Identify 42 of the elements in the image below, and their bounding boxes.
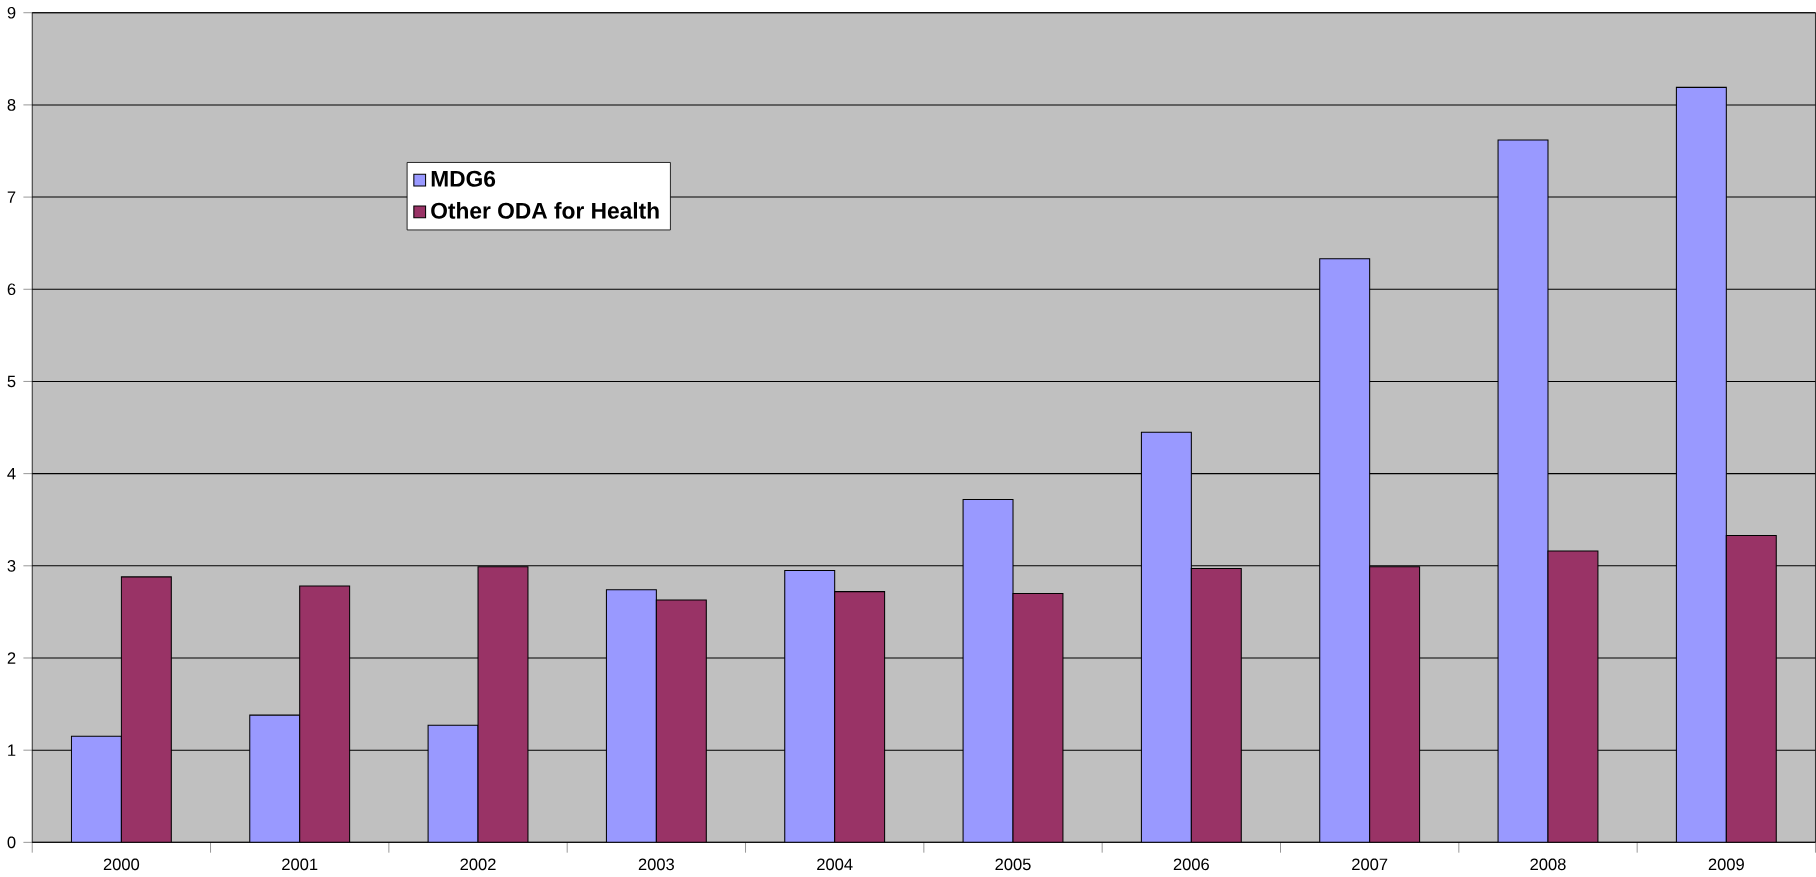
x-tick-label: 2001 <box>282 858 318 871</box>
x-tick-label: 2009 <box>1708 858 1744 871</box>
bar <box>1012 592 1064 843</box>
bar <box>1675 86 1727 843</box>
bar <box>605 589 657 843</box>
bar <box>655 599 707 843</box>
bar <box>249 714 301 843</box>
x-tick-label: 2003 <box>638 858 674 871</box>
bar <box>70 735 122 843</box>
legend-label: MDG6 <box>431 170 496 187</box>
x-tick-label: 2008 <box>1530 858 1566 871</box>
bar <box>299 585 351 843</box>
bar <box>784 569 836 843</box>
x-tick-label: 2006 <box>1173 858 1209 871</box>
bar <box>1497 139 1549 843</box>
bar <box>1190 568 1242 843</box>
x-tick-label: 2002 <box>460 858 496 871</box>
y-tick-label: 5 <box>7 375 16 388</box>
y-tick-label: 9 <box>7 6 16 19</box>
bar <box>1725 534 1777 843</box>
y-tick-label: 2 <box>7 652 16 664</box>
bar <box>1319 258 1371 843</box>
y-tick-label: 3 <box>7 559 16 572</box>
x-tick-label: 2004 <box>817 858 853 871</box>
bar <box>1140 431 1192 843</box>
bar <box>427 724 479 843</box>
y-tick-label: 7 <box>7 191 16 203</box>
y-tick-label: 1 <box>8 744 16 756</box>
y-tick-label: 4 <box>7 467 16 480</box>
bar <box>1369 566 1421 843</box>
bar <box>1547 550 1599 843</box>
y-tick-label: 8 <box>7 99 16 111</box>
legend-label: Other ODA for Health <box>431 202 659 219</box>
x-tick-label: 2007 <box>1352 858 1388 871</box>
bar <box>962 498 1014 843</box>
x-tick-label: 2005 <box>995 858 1031 871</box>
x-tick-label: 2000 <box>103 858 140 871</box>
bar <box>120 576 172 843</box>
bar <box>477 566 529 843</box>
y-tick-label: 0 <box>7 836 16 849</box>
bar <box>834 591 886 843</box>
y-tick-label: 6 <box>7 283 16 296</box>
